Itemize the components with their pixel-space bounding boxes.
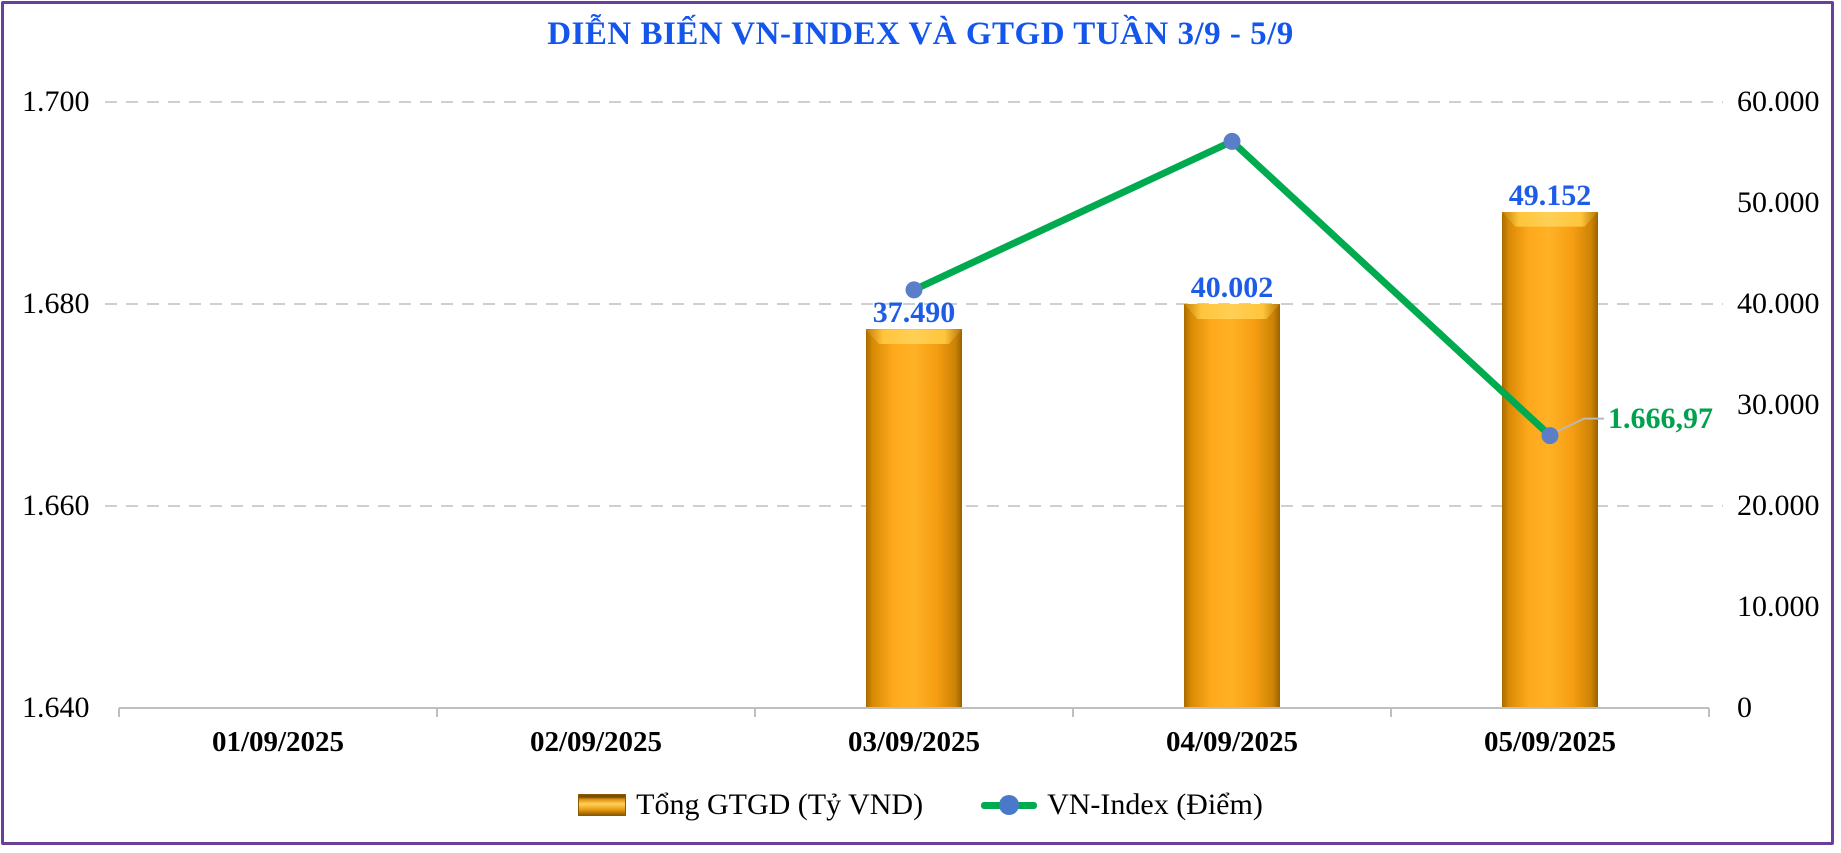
legend-item-vnindex: VN-Index (Điểm)	[981, 788, 1263, 822]
right-axis-tick-label: 20.000	[1737, 489, 1820, 522]
bar	[1184, 303, 1280, 707]
legend-item-gtgd: Tổng GTGD (Tỷ VND)	[578, 788, 923, 822]
x-axis-label: 03/09/2025	[847, 726, 981, 758]
bar-body	[866, 329, 962, 707]
gridline	[105, 101, 1723, 103]
line-marker-icon	[1223, 132, 1241, 150]
legend-label-gtgd: Tổng GTGD (Tỷ VND)	[636, 788, 924, 821]
bar-body	[1184, 303, 1280, 707]
axis-tick	[118, 708, 120, 717]
bar-top-bevel	[866, 329, 962, 345]
legend-label-vnindex: VN-Index (Điểm)	[1047, 788, 1263, 821]
axis-tick	[1708, 708, 1710, 717]
bar	[1502, 211, 1598, 707]
left-axis-tick-label: 1.700	[22, 85, 90, 118]
left-axis-tick-label: 1.680	[22, 287, 90, 320]
axis-tick	[1390, 708, 1392, 717]
axis-tick	[436, 708, 438, 717]
axis-tick	[1072, 708, 1074, 717]
x-axis-label: 04/09/2025	[1165, 726, 1299, 758]
bar-top-bevel	[1184, 303, 1280, 319]
bar-value-label: 40.002	[1190, 270, 1274, 304]
right-axis-tick-label: 10.000	[1737, 590, 1820, 623]
x-axis-label: 05/09/2025	[1483, 726, 1617, 758]
right-axis-tick-label: 30.000	[1737, 388, 1820, 421]
x-axis-label: 02/09/2025	[529, 726, 663, 758]
right-axis-tick-label: 60.000	[1737, 85, 1820, 118]
left-axis-tick-label: 1.660	[22, 489, 90, 522]
right-axis-tick-label: 50.000	[1737, 186, 1820, 219]
bar	[866, 329, 962, 707]
left-axis-tick-label: 1.640	[22, 691, 90, 724]
right-axis-tick-label: 0	[1737, 691, 1752, 724]
x-axis-label: 01/09/2025	[211, 726, 345, 758]
chart-title: DIỄN BIẾN VN-INDEX VÀ GTGD TUẦN 3/9 - 5/…	[547, 16, 1294, 52]
bar-value-label: 49.152	[1508, 178, 1592, 212]
legend: Tổng GTGD (Tỷ VND) VN-Index (Điểm)	[0, 788, 1841, 822]
line-swatch-icon	[981, 794, 1038, 816]
bar-swatch-icon	[578, 794, 627, 816]
bar-body	[1502, 211, 1598, 707]
line-swatch-marker-icon	[999, 795, 1020, 815]
vn-index-point-label: 1.666,97	[1608, 401, 1713, 435]
bar-top-bevel	[1502, 211, 1598, 227]
right-axis-tick-label: 40.000	[1737, 287, 1820, 320]
bar-value-label: 37.490	[872, 296, 956, 330]
x-axis-line	[119, 707, 1709, 709]
axis-tick	[754, 708, 756, 717]
